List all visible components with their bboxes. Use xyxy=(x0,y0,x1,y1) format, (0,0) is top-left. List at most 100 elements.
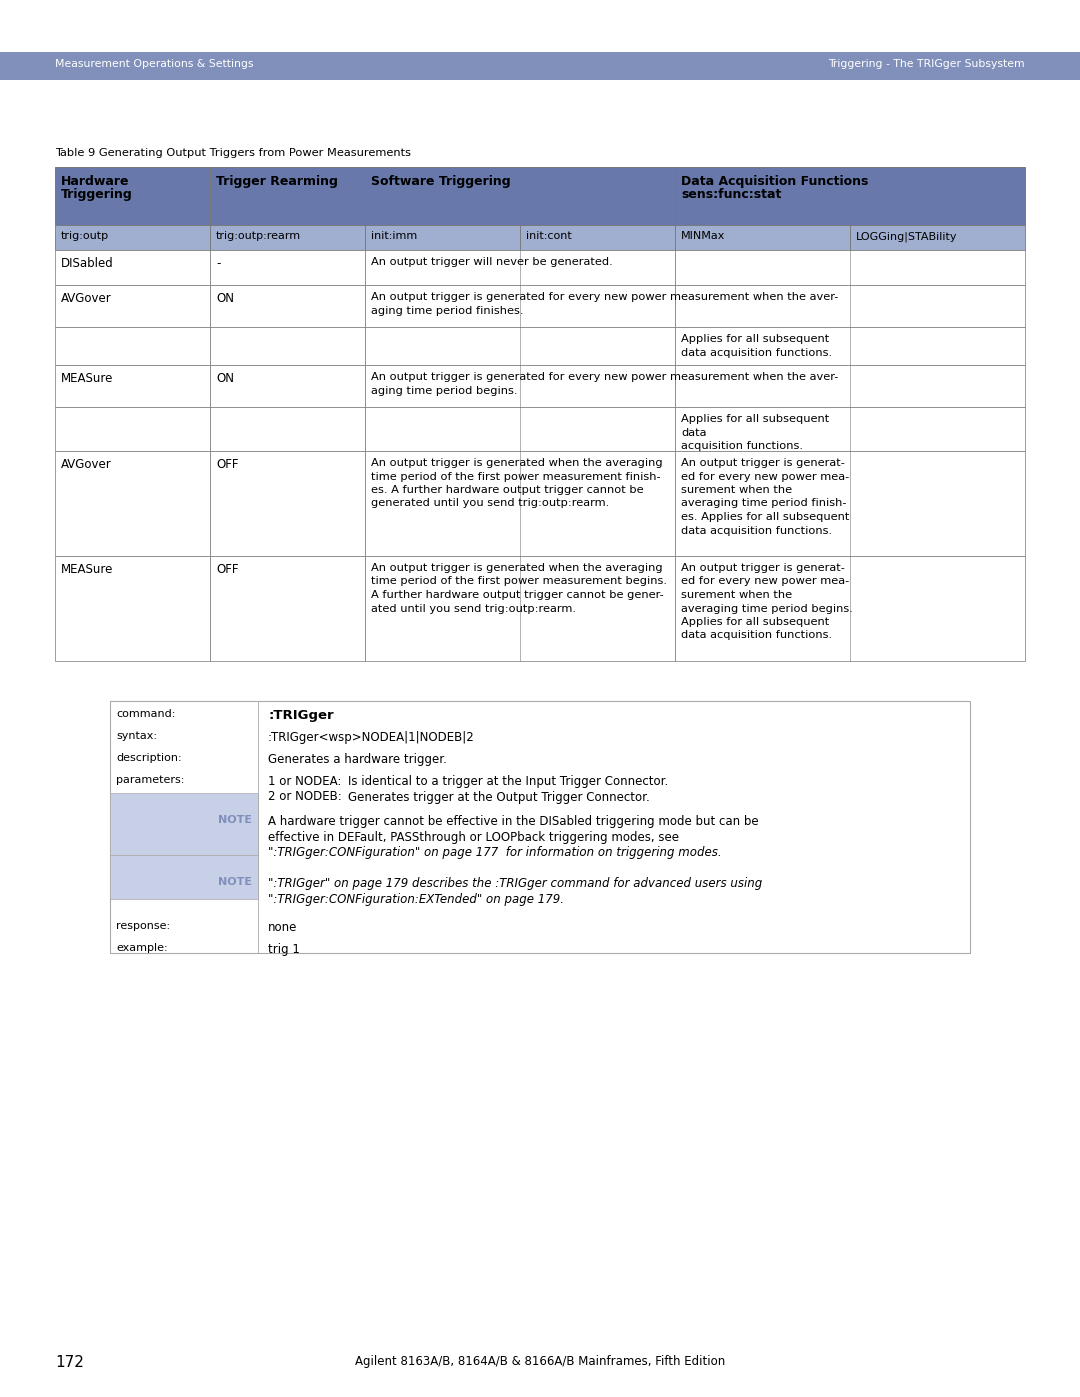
Bar xyxy=(210,451,365,556)
Text: init:imm: init:imm xyxy=(372,231,417,242)
Text: time period of the first power measurement finish-: time period of the first power measureme… xyxy=(372,472,661,482)
Text: OFF: OFF xyxy=(216,563,239,576)
Text: AVGover: AVGover xyxy=(60,458,111,471)
Text: Software Triggering: Software Triggering xyxy=(372,175,511,189)
Text: AVGover: AVGover xyxy=(60,292,111,305)
Text: NOTE: NOTE xyxy=(218,814,252,826)
Text: :TRIGger: :TRIGger xyxy=(268,710,334,722)
Bar xyxy=(675,365,1025,407)
Bar xyxy=(365,556,675,661)
Text: averaging time period finish-: averaging time period finish- xyxy=(681,499,847,509)
Text: surement when the: surement when the xyxy=(681,485,792,495)
Bar xyxy=(55,451,210,556)
Text: ON: ON xyxy=(216,372,234,386)
Text: LOGGing|STABility: LOGGing|STABility xyxy=(856,231,958,242)
Text: DISabled: DISabled xyxy=(60,257,113,270)
Bar xyxy=(110,855,258,900)
Bar xyxy=(210,556,365,661)
Text: :TRIGger<wsp>NODEA|1|NODEB|2: :TRIGger<wsp>NODEA|1|NODEB|2 xyxy=(268,731,475,745)
Text: generated until you send trig:outp:rearm.: generated until you send trig:outp:rearm… xyxy=(372,499,609,509)
Bar xyxy=(675,250,1025,285)
Bar xyxy=(55,365,210,407)
Bar xyxy=(210,365,365,407)
Bar xyxy=(675,407,1025,451)
Bar xyxy=(675,285,1025,327)
Bar xyxy=(0,52,1080,80)
Text: 172: 172 xyxy=(55,1355,84,1370)
Bar xyxy=(365,225,519,250)
Bar xyxy=(110,793,258,855)
Text: Is identical to a trigger at the Input Trigger Connector.: Is identical to a trigger at the Input T… xyxy=(348,775,669,788)
Text: Triggering: Triggering xyxy=(60,189,133,201)
Text: init:cont: init:cont xyxy=(526,231,571,242)
Bar xyxy=(55,285,210,327)
Text: Applies for all subsequent: Applies for all subsequent xyxy=(681,334,829,344)
Text: data: data xyxy=(681,427,706,437)
Text: trig:outp:rearm: trig:outp:rearm xyxy=(216,231,301,242)
Bar xyxy=(55,250,210,285)
Text: Measurement Operations & Settings: Measurement Operations & Settings xyxy=(55,59,254,68)
Text: sens:func:stat: sens:func:stat xyxy=(681,189,781,201)
Bar xyxy=(55,168,210,225)
Text: ed for every new power mea-: ed for every new power mea- xyxy=(681,577,849,587)
Text: 1 or NODEA:: 1 or NODEA: xyxy=(268,775,341,788)
Bar xyxy=(675,225,850,250)
Text: es. A further hardware output trigger cannot be: es. A further hardware output trigger ca… xyxy=(372,485,644,495)
Bar xyxy=(675,556,1025,661)
Bar xyxy=(110,701,970,953)
Text: Triggering - The TRIGger Subsystem: Triggering - The TRIGger Subsystem xyxy=(828,59,1025,68)
Text: Applies for all subsequent: Applies for all subsequent xyxy=(681,617,829,627)
Text: Hardware: Hardware xyxy=(60,175,130,189)
Bar xyxy=(210,285,365,327)
Text: data acquisition functions.: data acquisition functions. xyxy=(681,630,832,640)
Bar xyxy=(675,327,1025,365)
Text: Data Acquisition Functions: Data Acquisition Functions xyxy=(681,175,868,189)
Bar xyxy=(55,225,210,250)
Text: trig:outp: trig:outp xyxy=(60,231,109,242)
Text: aging time period begins.: aging time period begins. xyxy=(372,386,517,395)
Bar xyxy=(365,451,675,556)
Text: averaging time period begins.: averaging time period begins. xyxy=(681,604,853,613)
Text: Table 9 Generating Output Triggers from Power Measurements: Table 9 Generating Output Triggers from … xyxy=(55,148,411,158)
Text: command:: command: xyxy=(116,710,175,719)
Text: OFF: OFF xyxy=(216,458,239,471)
Text: Generates trigger at the Output Trigger Connector.: Generates trigger at the Output Trigger … xyxy=(348,791,650,803)
Text: time period of the first power measurement begins.: time period of the first power measureme… xyxy=(372,577,667,587)
Text: response:: response: xyxy=(116,921,171,930)
Text: data acquisition functions.: data acquisition functions. xyxy=(681,348,832,358)
Text: An output trigger is generated for every new power measurement when the aver-: An output trigger is generated for every… xyxy=(372,372,838,381)
Bar xyxy=(365,365,675,407)
Bar xyxy=(55,327,210,365)
Bar xyxy=(55,407,210,451)
Bar xyxy=(210,407,365,451)
Bar xyxy=(850,225,1025,250)
Text: description:: description: xyxy=(116,753,181,763)
Text: example:: example: xyxy=(116,943,167,953)
Bar xyxy=(365,327,675,365)
Text: -: - xyxy=(216,257,220,270)
Text: A hardware trigger cannot be effective in the DISabled triggering mode but can b: A hardware trigger cannot be effective i… xyxy=(268,814,758,828)
Text: An output trigger is generated for every new power measurement when the aver-: An output trigger is generated for every… xyxy=(372,292,838,302)
Bar xyxy=(519,225,675,250)
Text: Trigger Rearming: Trigger Rearming xyxy=(216,175,338,189)
Text: parameters:: parameters: xyxy=(116,775,185,785)
Text: ated until you send trig:outp:rearm.: ated until you send trig:outp:rearm. xyxy=(372,604,576,613)
Text: ed for every new power mea-: ed for every new power mea- xyxy=(681,472,849,482)
Text: An output trigger is generat-: An output trigger is generat- xyxy=(681,458,845,468)
Text: data acquisition functions.: data acquisition functions. xyxy=(681,525,832,535)
Text: An output trigger will never be generated.: An output trigger will never be generate… xyxy=(372,257,612,267)
Bar xyxy=(210,225,365,250)
Text: acquisition functions.: acquisition functions. xyxy=(681,441,804,451)
Bar xyxy=(365,168,675,225)
Bar xyxy=(675,451,1025,556)
Text: aging time period finishes.: aging time period finishes. xyxy=(372,306,524,316)
Bar xyxy=(210,168,365,225)
Bar xyxy=(55,556,210,661)
Text: A further hardware output trigger cannot be gener-: A further hardware output trigger cannot… xyxy=(372,590,664,599)
Bar xyxy=(365,250,675,285)
Text: ":TRIGger" on page 179 describes the :TRIGger command for advanced users using: ":TRIGger" on page 179 describes the :TR… xyxy=(268,877,762,890)
Text: 2 or NODEB:: 2 or NODEB: xyxy=(268,791,341,803)
Bar xyxy=(365,285,675,327)
Text: MEASure: MEASure xyxy=(60,563,113,576)
Text: MEASure: MEASure xyxy=(60,372,113,386)
